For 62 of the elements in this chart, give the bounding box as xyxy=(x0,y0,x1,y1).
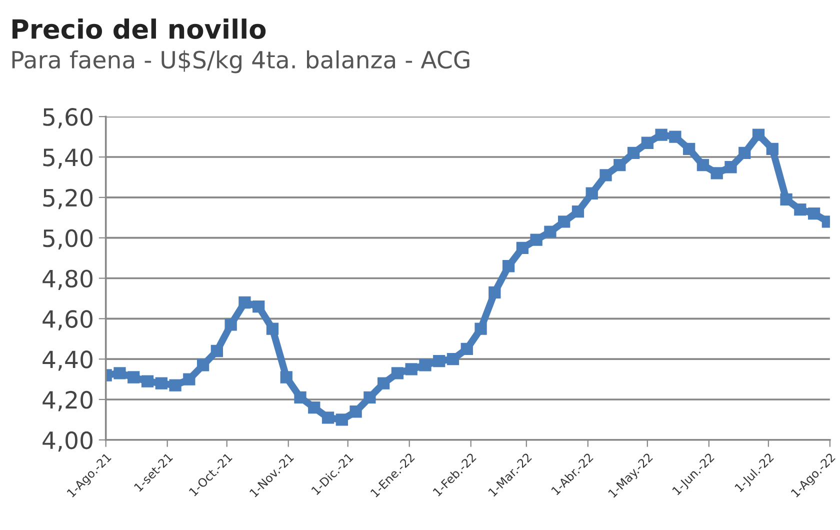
point xyxy=(391,367,404,380)
y-tick-label: 4,20 xyxy=(42,390,92,412)
point xyxy=(294,391,306,404)
point xyxy=(544,226,556,238)
point xyxy=(419,359,432,372)
point xyxy=(141,375,154,388)
point xyxy=(614,159,626,172)
point xyxy=(641,136,654,149)
point xyxy=(766,142,778,156)
point xyxy=(308,401,320,414)
point xyxy=(460,342,473,356)
point xyxy=(210,344,224,358)
point xyxy=(377,377,390,390)
point xyxy=(655,128,668,141)
point xyxy=(502,260,515,272)
point xyxy=(600,169,612,182)
point xyxy=(169,379,182,392)
point xyxy=(724,161,737,174)
point xyxy=(738,146,751,160)
point xyxy=(710,167,723,180)
point xyxy=(238,296,251,309)
point xyxy=(474,322,487,335)
point xyxy=(433,355,446,368)
point xyxy=(155,377,168,390)
point xyxy=(114,367,126,380)
y-tick-label: 4,60 xyxy=(42,310,92,330)
point xyxy=(627,146,640,160)
point xyxy=(808,208,820,220)
point xyxy=(572,205,584,218)
point xyxy=(322,412,334,424)
point xyxy=(586,187,598,200)
point xyxy=(696,159,710,172)
y-tick-label: 4,80 xyxy=(42,270,92,290)
point xyxy=(350,406,362,418)
chart-title: Precio del novillo xyxy=(12,18,266,39)
point xyxy=(780,193,792,206)
point xyxy=(752,128,765,141)
y-tick-label: 5,20 xyxy=(43,188,92,210)
y-tick-label: 5,60 xyxy=(43,108,92,128)
point xyxy=(516,242,529,254)
y-tick-label: 4,00 xyxy=(42,431,92,452)
point xyxy=(364,391,376,404)
point xyxy=(280,371,292,384)
y-tick-label: 5,00 xyxy=(43,229,92,250)
point xyxy=(224,318,237,331)
point xyxy=(183,373,196,386)
point xyxy=(336,414,348,426)
point xyxy=(488,286,501,298)
y-tick-label: 5,40 xyxy=(43,148,92,169)
point xyxy=(196,359,210,372)
point xyxy=(405,363,418,376)
point xyxy=(446,353,460,366)
point xyxy=(682,142,696,156)
point xyxy=(558,216,570,228)
point xyxy=(128,371,140,384)
point xyxy=(266,322,279,335)
point xyxy=(794,203,806,216)
y-tick-label: 4,40 xyxy=(42,350,92,371)
point xyxy=(530,234,542,246)
point xyxy=(669,130,682,143)
point xyxy=(252,300,265,313)
chart-subtitle: Para faena - U$S/kg 4ta. balanza - ACG xyxy=(12,50,470,74)
